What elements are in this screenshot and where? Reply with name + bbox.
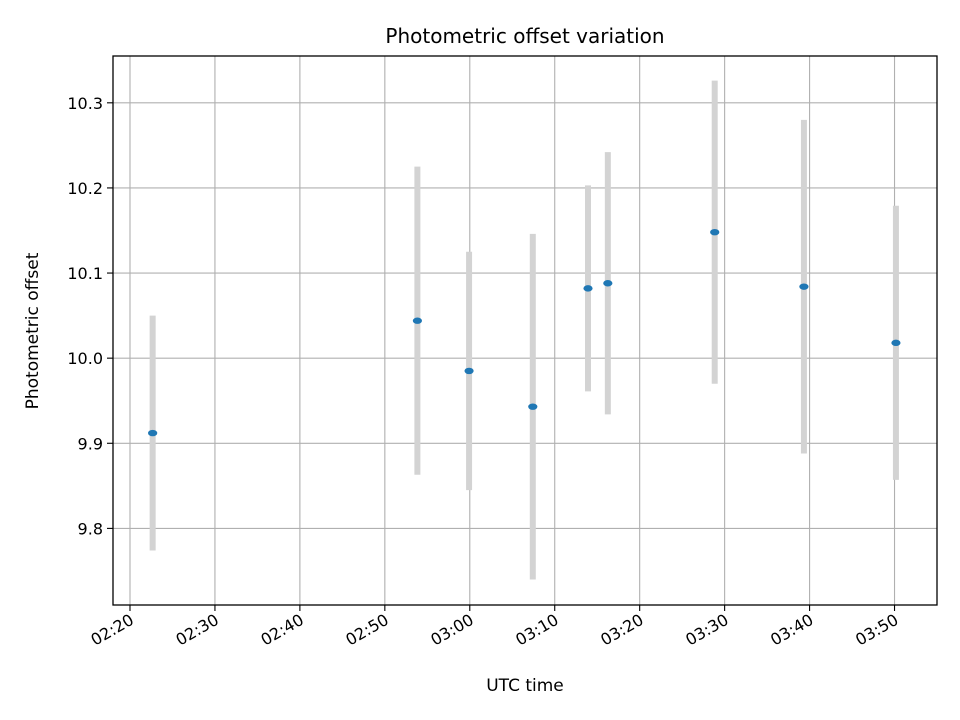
- y-tick-label: 10.3: [67, 94, 103, 113]
- y-tick-label: 9.9: [78, 434, 103, 453]
- x-tick-label: 02:40: [257, 610, 306, 650]
- axis-ticks: 02:20 02:30 02:40 02:50 03:00 03:10 03:20 03:30…: [67, 94, 901, 650]
- data-point: [799, 283, 809, 290]
- y-tick-label: 10.2: [67, 179, 103, 198]
- y-tick-label: 9.8: [78, 519, 103, 538]
- x-tick-label: 02:30: [173, 610, 222, 650]
- data-point: [583, 285, 593, 292]
- x-tick-label: 03:00: [427, 610, 476, 650]
- y-tick-label: 10.1: [67, 264, 103, 283]
- data-point: [710, 228, 720, 236]
- x-tick-label: 03:10: [512, 610, 561, 650]
- x-tick-label: 03:50: [852, 610, 901, 650]
- y-axis-label: Photometric offset: [23, 252, 43, 409]
- y-tick-label: 10.0: [67, 349, 103, 368]
- chart-title: Photometric offset variation: [385, 24, 664, 48]
- x-tick-label: 02:20: [88, 610, 137, 650]
- x-tick-label: 03:20: [597, 610, 646, 650]
- data-points: [148, 228, 901, 437]
- data-point: [464, 367, 474, 375]
- x-tick-label: 02:50: [342, 610, 391, 650]
- data-point: [412, 317, 422, 324]
- x-axis-label: UTC time: [486, 676, 564, 696]
- axes-frame: [112, 55, 938, 606]
- data-point: [148, 429, 158, 437]
- grid-lines: [113, 56, 937, 605]
- error-bars: [149, 80, 899, 580]
- x-tick-label: 03:40: [767, 610, 816, 650]
- data-point: [603, 280, 613, 287]
- x-tick-label: 03:30: [682, 610, 731, 650]
- data-point: [528, 403, 538, 410]
- data-point: [891, 339, 901, 347]
